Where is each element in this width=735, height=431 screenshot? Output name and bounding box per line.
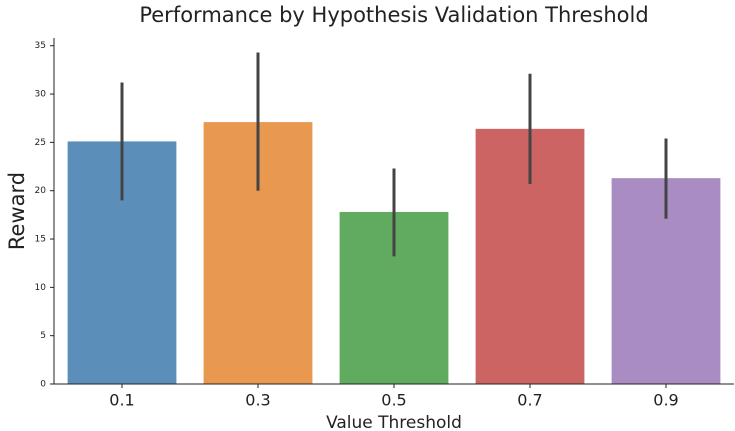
y-tick-label: 5	[40, 331, 46, 341]
y-tick-label: 0	[40, 380, 46, 390]
x-tick-label: 0.7	[517, 391, 542, 410]
x-tick-label: 0.5	[381, 391, 406, 410]
x-tick-label: 0.1	[109, 391, 134, 410]
y-tick-label: 10	[35, 283, 47, 293]
y-axis-label: Reward	[5, 172, 29, 250]
x-tick-label: 0.9	[653, 391, 678, 410]
chart-title: Performance by Hypothesis Validation Thr…	[139, 3, 648, 27]
y-tick-label: 35	[35, 41, 46, 51]
x-axis-label: Value Threshold	[326, 413, 462, 431]
x-tick-label: 0.3	[245, 391, 270, 410]
y-tick-label: 25	[35, 138, 46, 148]
y-tick-label: 20	[35, 186, 47, 196]
y-tick-label: 15	[35, 235, 46, 245]
y-tick-label: 30	[35, 90, 47, 100]
